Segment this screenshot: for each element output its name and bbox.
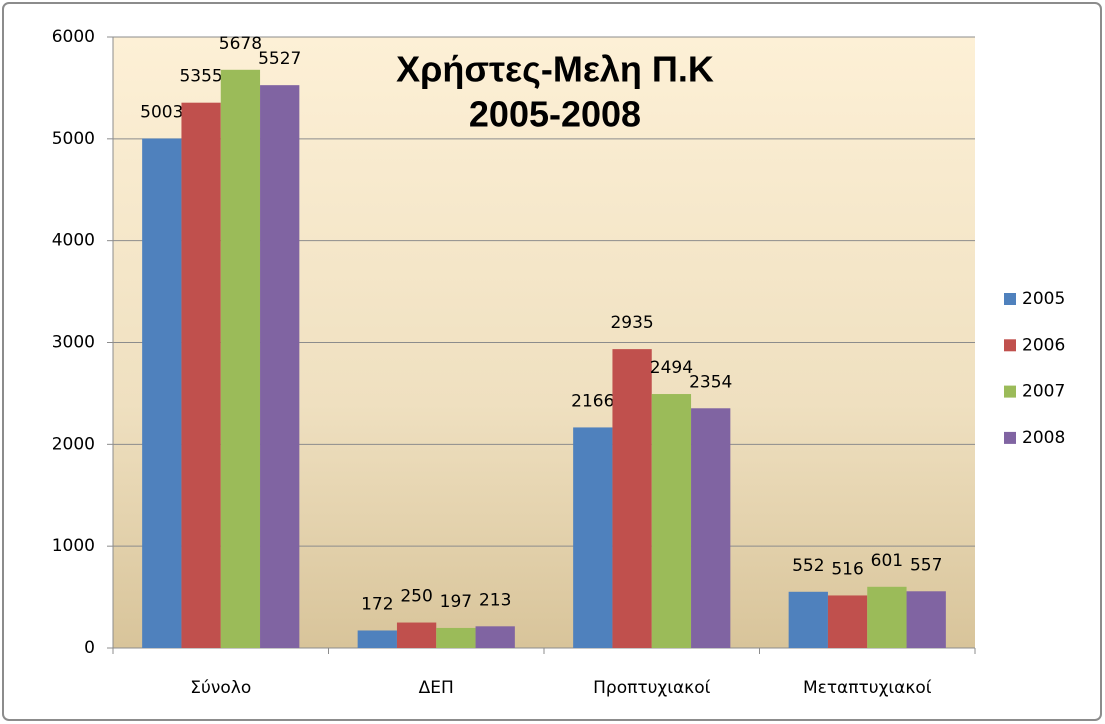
legend-swatch [1004,293,1016,305]
x-tick-label: ΔΕΠ [419,678,454,698]
bar [867,586,907,648]
bar [436,627,476,648]
data-label: 2354 [689,372,732,392]
bar [788,591,828,648]
bar [906,591,946,648]
legend-label: 2008 [1022,428,1065,448]
y-tick-label: 0 [84,638,95,658]
bar [260,85,300,648]
data-label: 557 [910,555,942,575]
bar [142,138,182,648]
y-tick-label: 5000 [52,129,95,149]
data-label: 172 [361,594,393,614]
data-label: 516 [831,559,863,579]
x-tick-label: Σύνολο [190,678,251,698]
data-label: 5355 [179,67,222,87]
bar [651,394,692,648]
y-tick-label: 3000 [52,333,95,353]
data-label: 552 [792,556,824,576]
data-label: 197 [440,592,472,612]
y-tick-label: 6000 [52,27,95,47]
data-label: 5678 [219,34,262,54]
legend-label: 2007 [1022,382,1065,402]
bar [220,69,261,648]
data-label: 250 [400,587,432,607]
bar [181,102,221,649]
legend-swatch [1004,339,1016,352]
data-label: 2494 [650,358,693,378]
data-label: 2166 [571,391,614,411]
bar [691,408,731,648]
data-label: 5003 [140,103,183,123]
y-tick-label: 4000 [52,231,95,251]
x-tick-label: Μεταπτυχιακοί [803,678,932,698]
bar [475,626,515,648]
legend-swatch [1004,385,1016,398]
bar [396,622,437,648]
bar [357,630,397,648]
chart-title: 2005-2008 [469,94,641,135]
x-tick-label: Προπτυχιακοί [593,678,710,698]
bar [827,595,868,648]
bar [612,349,652,648]
data-label: 5527 [258,49,301,69]
bar [573,427,613,648]
y-tick-label: 2000 [52,434,95,454]
legend-label: 2006 [1022,335,1065,355]
data-label: 601 [871,551,903,571]
y-tick-label: 1000 [52,536,95,556]
legend-swatch [1004,431,1016,444]
legend-label: 2005 [1022,289,1065,309]
data-label: 2935 [610,313,653,333]
data-label: 213 [479,590,511,610]
chart-title: Χρήστες-Μελη Π.Κ [396,49,714,90]
